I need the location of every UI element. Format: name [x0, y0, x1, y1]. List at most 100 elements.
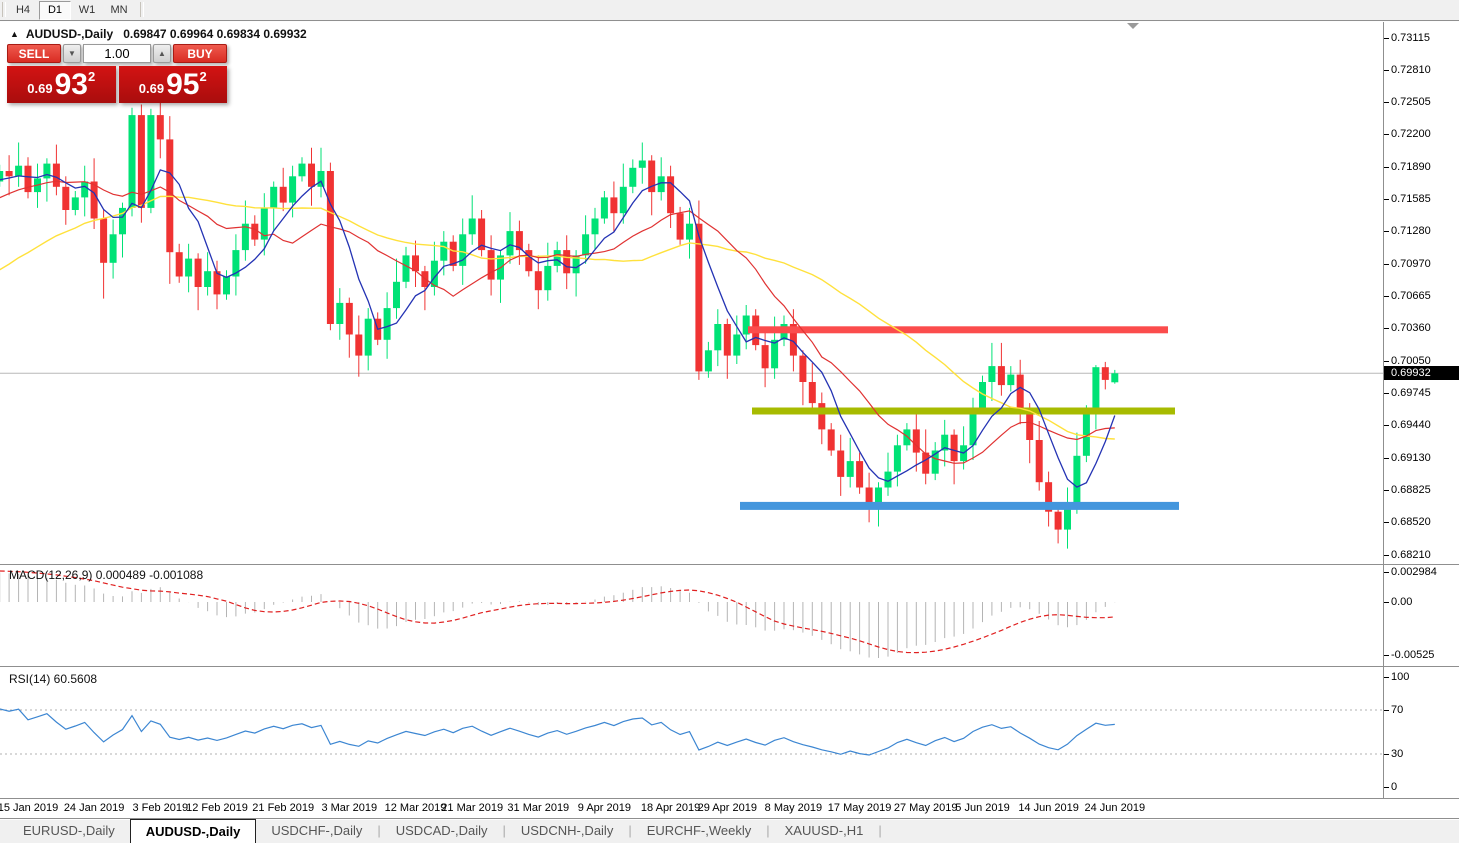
rsi-axis-label: 70: [1383, 704, 1404, 716]
chart-ohlc-values: 0.69847 0.69964 0.69834 0.69932: [123, 27, 307, 41]
macd-axis-label: 0.00: [1383, 596, 1413, 608]
macd-signal-line: [0, 570, 1115, 654]
buy-price-pips: 95: [166, 68, 200, 101]
timeframe-button-h4[interactable]: H4: [15, 4, 31, 16]
chart-tab-xauusd[interactable]: XAUUSD-,H1: [784, 823, 864, 838]
date-axis-label: 29 Apr 2019: [697, 802, 757, 814]
date-axis-label: 18 Apr 2019: [640, 802, 701, 814]
tab-separator: |: [878, 823, 882, 838]
sell-price-fraction: 2: [87, 69, 96, 84]
window-border: [0, 819, 1459, 820]
volume-increase-button[interactable]: ▲: [153, 44, 171, 63]
buy-button[interactable]: BUY: [173, 44, 227, 63]
chart-tab-usdchf[interactable]: USDCHF-,Daily: [271, 823, 363, 838]
tab-separator: |: [377, 823, 381, 838]
toolbar-groove: [140, 2, 144, 17]
chart-tab-bar: EURUSD-,Daily AUDUSD-,Daily USDCHF-,Daily |…: [0, 819, 1459, 843]
price-axis-label: 0.69440: [1384, 419, 1431, 432]
volume-input[interactable]: [83, 44, 151, 63]
price-axis-label: 0.69745: [1384, 387, 1431, 399]
buy-price-panel[interactable]: 0.69 95 2: [118, 66, 227, 103]
rsi-axis-label: 30: [1383, 748, 1404, 760]
date-axis-label: 3 Feb 2019: [132, 802, 189, 814]
macd-axis-label: -0.00525: [1383, 649, 1435, 661]
chart-tab-usdcad[interactable]: USDCAD-,Daily: [395, 823, 488, 838]
price-axis-label: 0.68825: [1384, 484, 1431, 497]
rsi-axis-label: 0: [1383, 781, 1398, 793]
macd-axis-label: 0.002984: [1384, 566, 1437, 578]
price-axis-label: 0.72505: [1384, 95, 1431, 108]
expand-triangle-icon: ▲: [10, 29, 19, 39]
date-axis: 15 Jan 2019 24 Jan 2019 3 Feb 2019 12 Feb 2…: [0, 799, 1383, 818]
price-axis-label: 0.71585: [1384, 193, 1431, 205]
price-axis-label: 0.71890: [1384, 160, 1431, 173]
moving-average-line: [0, 169, 1116, 488]
one-click-trading-widget: SELL ▼ ▲ BUY 0.69 93 2 0.69 95 2: [7, 44, 227, 103]
chart-canvas[interactable]: [0, 22, 1383, 819]
price-axis-label: 0.69130: [1384, 451, 1431, 464]
price-axis-label: 0.73115: [1384, 31, 1430, 44]
price-axis-label: 0.68210: [1384, 549, 1431, 561]
date-axis-label: 24 Jun 2019: [1084, 802, 1146, 814]
price-axis-label: 0.70360: [1384, 322, 1431, 335]
macd-indicator-label: MACD(12,26,9) 0.000489 -0.001088: [9, 568, 204, 582]
timeframe-button-w1[interactable]: W1: [78, 4, 96, 16]
date-axis-label: 9 Apr 2019: [577, 802, 631, 814]
date-axis-label: 31 Mar 2019: [507, 802, 570, 814]
chart-tab-eurusd[interactable]: EURUSD-,Daily: [23, 823, 115, 838]
price-axis-label: 0.71280: [1384, 225, 1431, 238]
rsi-axis-label: 100: [1383, 671, 1410, 683]
rsi-line: [0, 708, 1115, 756]
price-axis-label: 0.72810: [1384, 63, 1431, 76]
date-axis-label: 24 Jan 2019: [63, 802, 125, 814]
sell-price-prefix: 0.69: [27, 81, 53, 96]
chart-tab-audusd[interactable]: AUDUSD-,Daily: [129, 819, 257, 843]
date-axis-label: 5 Jun 2019: [955, 802, 1010, 814]
price-axis-label: 0.68520: [1384, 516, 1431, 529]
date-axis-label: 21 Mar 2019: [441, 802, 504, 814]
chart-title: ▲ AUDUSD-,Daily 0.69847 0.69964 0.69834 …: [10, 27, 307, 41]
panel-separator: [0, 667, 1459, 668]
horizontal-ray: [752, 407, 1175, 415]
sell-price-panel[interactable]: 0.69 93 2: [7, 66, 116, 103]
moving-average-line: [0, 195, 1115, 440]
date-axis-label: 14 Jun 2019: [1018, 802, 1079, 814]
chart-symbol-label: AUDUSD-,Daily: [25, 27, 114, 41]
panel-separator: [0, 565, 1459, 566]
buy-price-fraction: 2: [199, 69, 207, 84]
horizontal-ray: [740, 501, 1179, 510]
volume-decrease-button[interactable]: ▼: [63, 44, 81, 63]
timeframe-button-mn[interactable]: MN: [110, 4, 128, 16]
window-border: [0, 21, 1459, 22]
tab-separator: |: [766, 823, 770, 838]
sell-price-pips: 93: [54, 68, 88, 101]
price-panel: [0, 99, 1179, 549]
window-border: [0, 818, 1459, 819]
tab-separator: |: [628, 823, 632, 838]
date-axis-label: 15 Jan 2019: [0, 802, 59, 814]
window-border: [0, 20, 1459, 21]
macd-panel: [0, 570, 1116, 658]
sell-button[interactable]: SELL: [7, 44, 61, 63]
price-axis: 0.69932 0.73115 0.72810 0.72505 0.72200 0.71…: [1383, 22, 1459, 798]
date-axis-line: [0, 798, 1459, 799]
horizontal-ray: [748, 326, 1168, 334]
panel-separator[interactable]: [0, 564, 1459, 565]
date-axis-label: 17 May 2019: [827, 802, 892, 814]
price-axis-label: 0.72200: [1384, 128, 1431, 141]
price-axis-label: 0.70665: [1384, 290, 1431, 302]
toolbar-groove: [2, 2, 6, 17]
panel-separator[interactable]: [0, 666, 1459, 667]
price-axis-label: 0.70050: [1384, 354, 1431, 367]
chart-tab-eurchf[interactable]: EURCHF-,Weekly: [646, 823, 752, 838]
date-axis-label: 12 Feb 2019: [186, 802, 248, 814]
date-axis-label: 3 Mar 2019: [321, 802, 378, 814]
rsi-indicator-label: RSI(14) 60.5608: [9, 672, 98, 686]
tab-separator: |: [502, 823, 506, 838]
timeframe-button-d1[interactable]: D1: [39, 1, 71, 20]
chart-tab-usdcnh[interactable]: USDCNH-,Daily: [520, 823, 614, 838]
date-axis-label: 27 May 2019: [893, 802, 958, 814]
timeframe-toolbar: H4 D1 W1 MN: [0, 0, 1459, 20]
buy-price-prefix: 0.69: [138, 81, 165, 96]
